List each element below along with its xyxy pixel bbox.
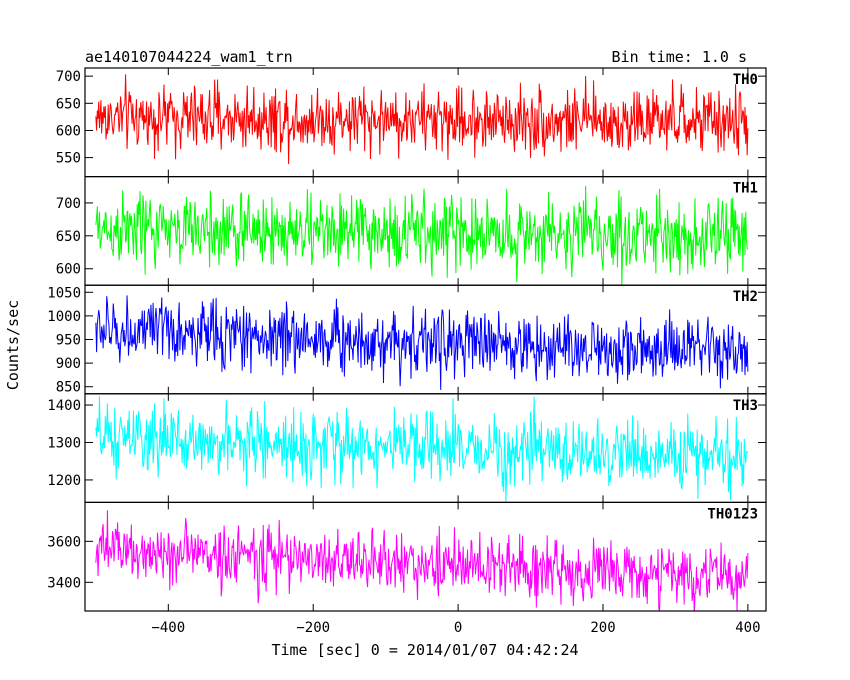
y-tick-label: 1400 <box>47 398 81 414</box>
y-tick-label: 650 <box>56 229 81 245</box>
series-line-th0123 <box>95 510 749 611</box>
y-tick-label: 3600 <box>47 534 81 550</box>
chart-title: ae140107044224_wam1_trn <box>85 48 293 66</box>
series-line-th0 <box>95 74 749 165</box>
y-axis-title: Counts/sec <box>4 300 22 390</box>
y-tick-label: 650 <box>56 96 81 112</box>
x-tick-label: 400 <box>735 620 760 636</box>
y-tick-label: 900 <box>56 356 81 372</box>
y-tick-label: 550 <box>56 151 81 167</box>
panel-th0: TH0 550 600 650 700 <box>56 67 767 178</box>
y-tick-label: 700 <box>56 69 81 85</box>
x-tick-label: 200 <box>590 620 615 636</box>
x-tick-label: −400 <box>151 620 185 636</box>
y-tick-label: 600 <box>56 262 81 278</box>
x-axis-title: Time [sec] 0 = 2014/01/07 04:42:24 <box>271 641 578 659</box>
bin-time-label: Bin time: 1.0 s <box>612 48 747 66</box>
panel-label: TH0123 <box>707 506 758 522</box>
panel-th1: TH1 600 650 700 <box>56 176 767 286</box>
series-line-th3 <box>95 396 749 502</box>
y-tick-label: 850 <box>56 380 81 396</box>
panel-label: TH3 <box>733 398 758 414</box>
y-tick-label: 1200 <box>47 473 81 489</box>
panel-label: TH2 <box>733 289 758 305</box>
panel-frame <box>84 501 767 612</box>
panel-th2: TH2 850 900 950 1000 1050 <box>47 284 767 396</box>
y-tick-label: 3400 <box>47 575 81 591</box>
x-axis: −400 −200 0 200 400 <box>151 620 760 636</box>
series-line-th2 <box>95 295 749 390</box>
y-tick-label: 700 <box>56 196 81 212</box>
panel-label: TH0 <box>733 72 758 88</box>
x-tick-label: 0 <box>454 620 462 636</box>
panels-group: TH0 550 600 650 700 TH1 600 650 700 TH2 850 900 950 1… <box>47 67 767 612</box>
panel-th0123: TH0123 3400 3600 <box>47 501 767 612</box>
series-line-th1 <box>95 185 749 286</box>
y-tick-label: 1300 <box>47 435 81 451</box>
y-tick-label: 1050 <box>47 285 81 301</box>
y-tick-label: 600 <box>56 123 81 139</box>
panel-th3: TH3 1200 1300 1400 <box>47 393 767 503</box>
y-tick-label: 1000 <box>47 309 81 325</box>
x-tick-label: −200 <box>296 620 330 636</box>
y-tick-label: 950 <box>56 333 81 349</box>
panel-label: TH1 <box>733 181 758 197</box>
